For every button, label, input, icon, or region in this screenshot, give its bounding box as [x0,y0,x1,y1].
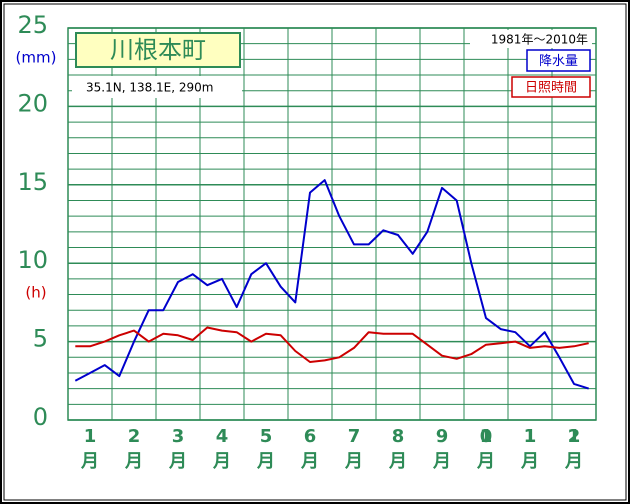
y-tick-label: 20 [17,89,48,117]
x-tick-label: 11 月 [520,426,539,472]
x-tick-label: 12 月 [564,426,583,472]
unit-label: (mm) [16,49,57,67]
title-box [75,32,241,68]
y-tick-label: 15 [17,168,48,196]
y-tick-label: 10 [17,246,48,274]
subtitle-bg [72,76,242,98]
frame-inner [3,3,627,501]
series-line [75,326,589,363]
chart-title: 川根本町 [110,36,206,64]
unit-label: (h) [25,284,46,302]
y-tick-label: 5 [33,325,48,353]
legend-box [526,49,591,72]
y-tick-label: 0 [33,403,48,431]
y-tick-label: 25 [17,11,48,39]
legend-box [511,76,591,98]
legend-label: 日照時間 [525,81,577,96]
period-bg [470,30,592,48]
period: 1981年～2010年 [491,33,588,47]
series-line [74,179,590,390]
x-tick-label: 10 月 [476,426,495,472]
plot-border [67,27,597,421]
legend-label: 降水量 [539,54,578,69]
subtitle: 35.1N, 138.1E, 290m [86,81,213,95]
